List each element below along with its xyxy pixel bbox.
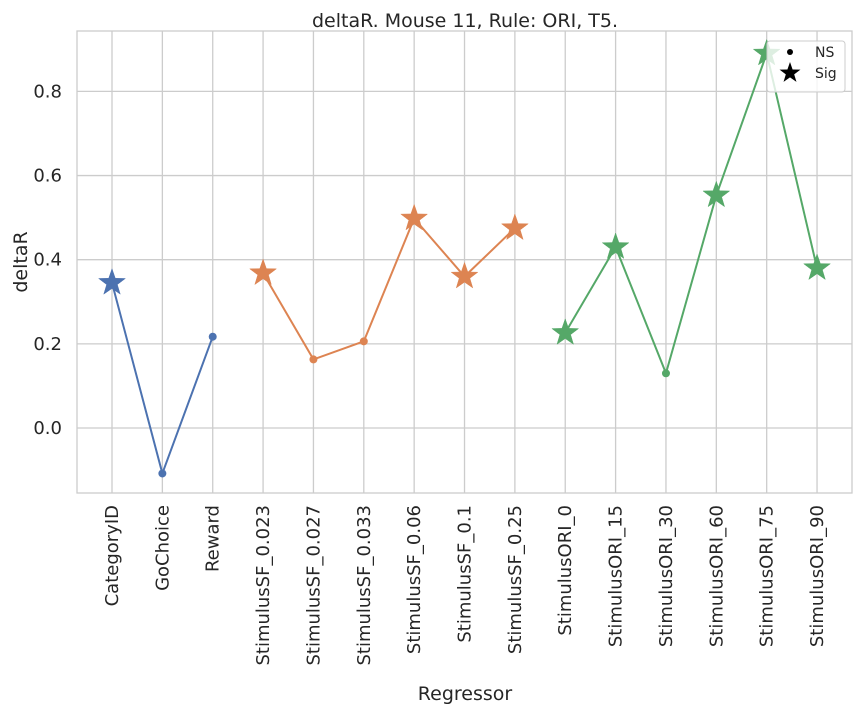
- x-tick-label: Reward: [203, 505, 224, 572]
- ns-dot-marker: [359, 337, 368, 346]
- sig-star-marker: [500, 213, 529, 241]
- x-tick-label: StimulusORI_30: [656, 505, 677, 647]
- sig-star-marker: [601, 232, 630, 260]
- sig-star-marker: [551, 318, 580, 345]
- x-tick-label: StimulusORI_60: [706, 505, 727, 647]
- y-tick-label: 0.4: [33, 250, 62, 271]
- y-tick-label: 0.0: [33, 418, 62, 439]
- sig-star-marker: [400, 203, 429, 231]
- y-tick-label: 0.2: [33, 334, 62, 355]
- chart-title: deltaR. Mouse 11, Rule: ORI, T5.: [312, 10, 618, 32]
- series-line: [262, 216, 516, 361]
- x-tick-label: StimulusSF_0.027: [303, 505, 324, 666]
- y-tick-labels: 0.0 0.2 0.4 0.6 0.8: [33, 81, 62, 439]
- ns-dot-marker: [208, 332, 217, 341]
- x-tick-label: GoChoice: [152, 505, 173, 591]
- x-axis-label: Regressor: [418, 683, 513, 705]
- legend-label: Sig: [815, 66, 837, 82]
- ns-dot-marker: [309, 355, 318, 364]
- x-tick-label: StimulusORI_75: [757, 505, 778, 647]
- legend: NS Sig: [766, 40, 846, 93]
- sig-star-marker: [450, 261, 479, 289]
- series-line: [564, 49, 819, 377]
- legend-star-marker: [779, 62, 801, 82]
- series-markers: [97, 38, 832, 478]
- y-tick-label: 0.8: [33, 81, 62, 102]
- x-tick-label: StimulusORI_15: [606, 505, 627, 647]
- sig-star-marker: [702, 180, 731, 208]
- x-tick-labels: CategoryID GoChoice Reward StimulusSF_0.023…: [102, 505, 828, 666]
- y-axis-label: deltaR: [10, 231, 32, 292]
- sig-star-marker: [249, 258, 278, 286]
- x-tick-label: StimulusORI_0: [555, 505, 576, 636]
- sig-star-marker: [803, 253, 832, 281]
- x-tick-label: StimulusSF_0.023: [253, 505, 274, 666]
- x-tick-label: StimulusSF_0.25: [505, 505, 526, 654]
- plot-frame: [76, 30, 853, 494]
- ns-dot-marker: [158, 469, 167, 478]
- y-tick-label: 0.6: [33, 166, 62, 187]
- x-tick-label: CategoryID: [102, 505, 123, 606]
- legend-dot-marker: [787, 49, 793, 55]
- legend-label: NS: [815, 45, 834, 61]
- x-tick-label: StimulusORI_90: [807, 505, 828, 647]
- x-tick-label: StimulusSF_0.1: [455, 505, 476, 643]
- sig-star-marker: [97, 268, 127, 295]
- plot-border: [76, 30, 853, 494]
- x-tick-label: StimulusSF_0.06: [404, 505, 425, 654]
- x-tick-label: StimulusSF_0.033: [354, 505, 375, 666]
- ns-dot-marker: [661, 369, 670, 378]
